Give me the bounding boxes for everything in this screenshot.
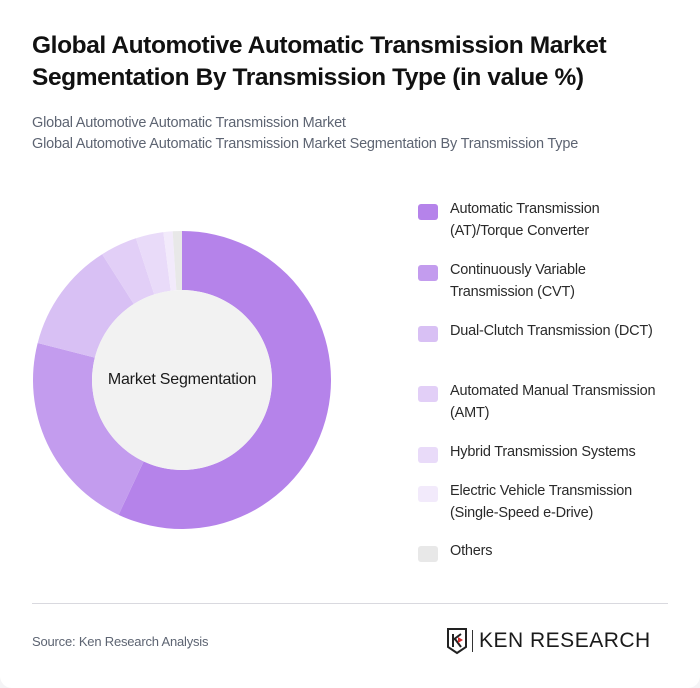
ken-research-logo: KEN RESEARCH (446, 626, 651, 656)
page-title: Global Automotive Automatic Transmission… (32, 32, 607, 91)
legend-item-ev[interactable]: Electric Vehicle Transmission (Single-Sp… (418, 480, 665, 524)
legend-item-amt[interactable]: Automated Manual Transmission (AMT) (418, 380, 665, 424)
donut-segment[interactable] (33, 342, 144, 515)
donut-segment[interactable] (172, 231, 182, 291)
legend-swatch (418, 386, 438, 402)
legend-item-hybrid[interactable]: Hybrid Transmission Systems (418, 441, 665, 463)
legend-label: Electric Vehicle Transmission (Single-Sp… (450, 483, 632, 521)
legend-swatch (418, 204, 438, 220)
legend-label: Automatic Transmission (AT)/Torque Conve… (450, 201, 600, 239)
legend-item-cvt[interactable]: Continuously Variable Transmission (CVT) (418, 259, 665, 303)
legend-swatch (418, 546, 438, 562)
legend-item-others[interactable]: Others (418, 540, 665, 562)
legend-swatch (418, 326, 438, 342)
subtitle: Global Automotive Automatic Transmission… (32, 113, 692, 155)
donut-center-label: Market Segmentation (107, 371, 257, 388)
donut-segment[interactable] (118, 231, 331, 529)
donut-chart (33, 231, 331, 529)
donut-hole (92, 290, 272, 470)
legend-item-dct[interactable]: Dual-Clutch Transmission (DCT) (418, 320, 665, 342)
source-text: Source: Ken Research Analysis (32, 634, 209, 649)
legend-swatch (418, 486, 438, 502)
footer-divider (32, 603, 668, 604)
legend-label: Continuously Variable Transmission (CVT) (450, 262, 586, 300)
donut-segment[interactable] (135, 232, 171, 295)
legend-swatch (418, 265, 438, 281)
legend-label: Dual-Clutch Transmission (DCT) (450, 323, 653, 339)
ken-research-shield-icon (447, 628, 467, 655)
logo-separator (472, 630, 473, 652)
legend-item-at[interactable]: Automatic Transmission (AT)/Torque Conve… (418, 198, 665, 242)
logo-text: KEN RESEARCH (479, 629, 651, 652)
subtitle-line-1: Global Automotive Automatic Transmission… (32, 115, 346, 131)
legend-label: Others (450, 543, 493, 559)
legend-label: Hybrid Transmission Systems (450, 444, 636, 460)
legend-label: Automated Manual Transmission (AMT) (450, 383, 656, 421)
legend-swatch (418, 447, 438, 463)
donut-segment[interactable] (102, 238, 155, 305)
donut-segment[interactable] (163, 231, 177, 291)
subtitle-line-2: Global Automotive Automatic Transmission… (32, 136, 579, 152)
donut-segment[interactable] (37, 254, 134, 358)
